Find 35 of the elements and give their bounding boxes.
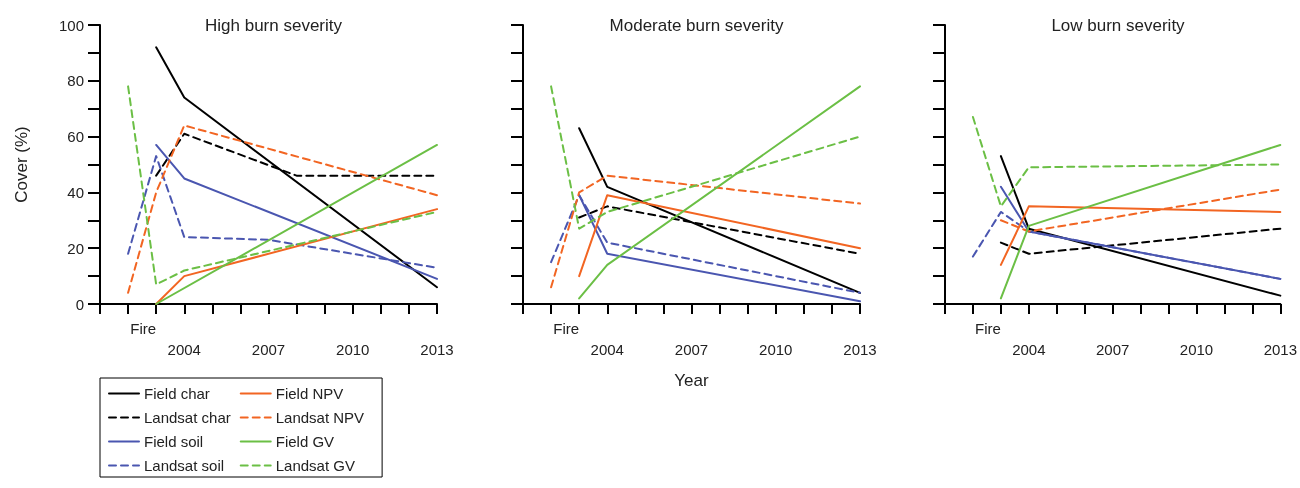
x-tick-label: 2013 bbox=[420, 341, 454, 358]
x-tick-label: 2010 bbox=[336, 341, 370, 358]
legend-label: Field char bbox=[144, 385, 210, 402]
x-tick-label: 2004 bbox=[1012, 341, 1046, 358]
text: Fire bbox=[553, 320, 580, 337]
x-tick-label: 2013 bbox=[1263, 341, 1297, 358]
y-tick-label: 60 bbox=[67, 128, 84, 146]
legend-label: Field NPV bbox=[275, 385, 344, 402]
text: Fire bbox=[130, 320, 157, 337]
x-tick-label: 2007 bbox=[674, 341, 709, 358]
y-axis-title: Cover (%) bbox=[12, 126, 31, 203]
legend-label: Field GV bbox=[275, 433, 335, 450]
y-tick-label: 80 bbox=[67, 72, 84, 90]
x-tick-label: 2004 bbox=[167, 341, 201, 358]
x-tick-label: 2010 bbox=[759, 341, 793, 358]
legend-label: Landsat NPV bbox=[275, 409, 365, 426]
y-tick-label: 0 bbox=[75, 295, 84, 313]
legend-label: Landsat char bbox=[144, 409, 231, 426]
x-tick-label: 2007 bbox=[251, 341, 286, 358]
chart-title: Moderate burn severity bbox=[609, 16, 784, 35]
x-axis-title: Year bbox=[674, 371, 710, 390]
line-series bbox=[127, 124, 438, 294]
y-tick-label: 40 bbox=[67, 183, 84, 201]
x-tick-label: 2013 bbox=[843, 341, 877, 358]
x-tick-label: 2010 bbox=[1179, 341, 1214, 358]
chart-title: High burn severity bbox=[204, 16, 343, 35]
x-tick-label: 2007 bbox=[1095, 341, 1130, 358]
legend-label: Field soil bbox=[144, 433, 204, 450]
chart-title: Low burn severity bbox=[1051, 16, 1186, 35]
legend-label: Landsat soil bbox=[144, 457, 225, 474]
y-tick-label: 20 bbox=[67, 239, 84, 257]
y-tick-label: 100 bbox=[58, 16, 84, 34]
x-tick-label: 2004 bbox=[590, 341, 624, 358]
text: Fire bbox=[975, 320, 1001, 337]
legend-label: Landsat GV bbox=[275, 457, 355, 474]
